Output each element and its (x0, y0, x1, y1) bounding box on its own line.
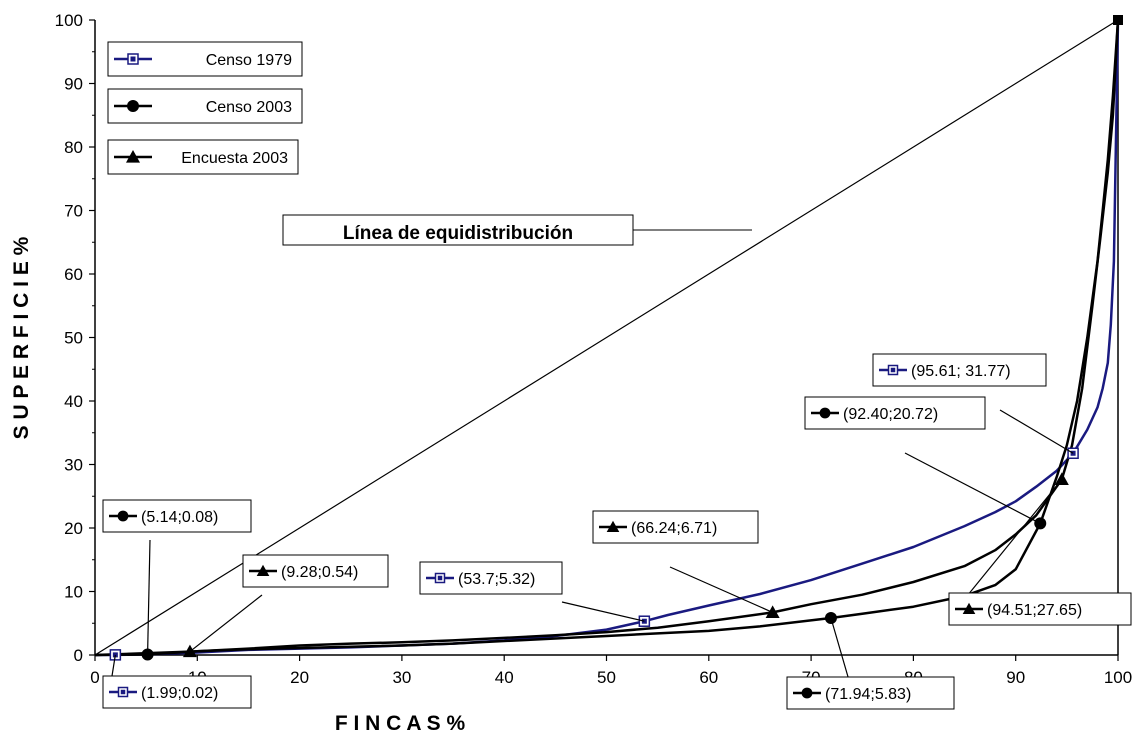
y-tick-label: 80 (64, 138, 83, 157)
callout-label: (71.94;5.83) (825, 686, 911, 703)
callout-leader (904, 452, 1041, 524)
legend-swatch-marker-core (130, 56, 136, 62)
x-tick-label: 30 (392, 668, 411, 687)
x-tick-label: 100 (1104, 668, 1132, 687)
callout-swatch-marker (606, 520, 620, 533)
legend: Censo 1979 Censo 2003 Encuesta 2003 (107, 41, 303, 175)
y-tick-label: 20 (64, 519, 83, 538)
y-tick-label: 100 (55, 11, 83, 30)
callout-swatch-marker-core (120, 689, 126, 695)
callout-label: (1.99;0.02) (141, 685, 218, 702)
legend-label-0: Censo 1979 (206, 52, 292, 69)
callout-swatch-marker (801, 687, 813, 699)
y-tick-label: 70 (64, 202, 83, 221)
equidistribution-line (94, 19, 1119, 656)
callout-label: (66.24;6.71) (631, 520, 717, 537)
x-axis-title: F I N C A S % (335, 712, 466, 735)
callout-leader (561, 601, 645, 622)
y-tick-label: 60 (64, 265, 83, 284)
callout-swatch-marker (256, 564, 270, 577)
callout-label: (94.51;27.65) (987, 602, 1082, 619)
y-tick-label: 50 (64, 329, 83, 348)
callout-swatch-marker (962, 602, 976, 615)
legend-box-2 (107, 139, 299, 175)
callout-label: (95.61; 31.77) (911, 363, 1011, 380)
data-point (765, 605, 780, 618)
callout-leader (189, 594, 263, 653)
x-tick-label: 60 (699, 668, 718, 687)
y-tick-label: 10 (64, 583, 83, 602)
equidistribution-label: Línea de equidistribución (343, 223, 573, 244)
y-tick-label: 0 (74, 646, 83, 665)
series-layer (94, 15, 1123, 661)
y-tick-label: 90 (64, 75, 83, 94)
callout-swatch-marker-core (437, 575, 443, 581)
end-point (1113, 15, 1123, 25)
y-axis-title: S U P E R F I C I E % (10, 236, 33, 439)
series-line-2 (94, 19, 1120, 657)
legend-swatch-marker (127, 100, 139, 112)
callout-label: (53.7;5.32) (458, 571, 535, 588)
equidistribution-line-layer: Línea de equidistribución (94, 19, 1119, 656)
x-tick-label: 90 (1006, 668, 1025, 687)
callout-leader (146, 539, 151, 655)
callout-box (872, 353, 1047, 387)
callout-leader (999, 409, 1074, 454)
legend-label-1: Censo 2003 (206, 99, 292, 116)
equidistribution-label-box (282, 214, 634, 246)
x-tick-label: 20 (290, 668, 309, 687)
callout-swatch-marker (117, 510, 129, 522)
x-tick-label: 50 (597, 668, 616, 687)
callout-leader (669, 566, 773, 613)
callout-label: (92.40;20.72) (843, 406, 938, 423)
callout-label: (9.28;0.54) (281, 564, 358, 581)
axes: 0102030405060708090100010203040506070809… (55, 11, 1133, 687)
y-tick-label: 40 (64, 392, 83, 411)
x-tick-label: 40 (495, 668, 514, 687)
callout-leader (111, 654, 116, 677)
callout-label: (5.14;0.08) (141, 509, 218, 526)
callout-swatch-marker-core (890, 367, 896, 373)
y-tick-label: 30 (64, 456, 83, 475)
legend-swatch-marker (126, 150, 140, 163)
callout-layer: (1.99;0.02) (5.14;0.08) (9.28;0.54) (53.7;5… (102, 353, 1132, 710)
x-tick-label: 0 (90, 668, 99, 687)
data-point (1054, 472, 1069, 486)
callout-swatch-marker (819, 407, 831, 419)
legend-label-2: Encuesta 2003 (181, 150, 288, 167)
